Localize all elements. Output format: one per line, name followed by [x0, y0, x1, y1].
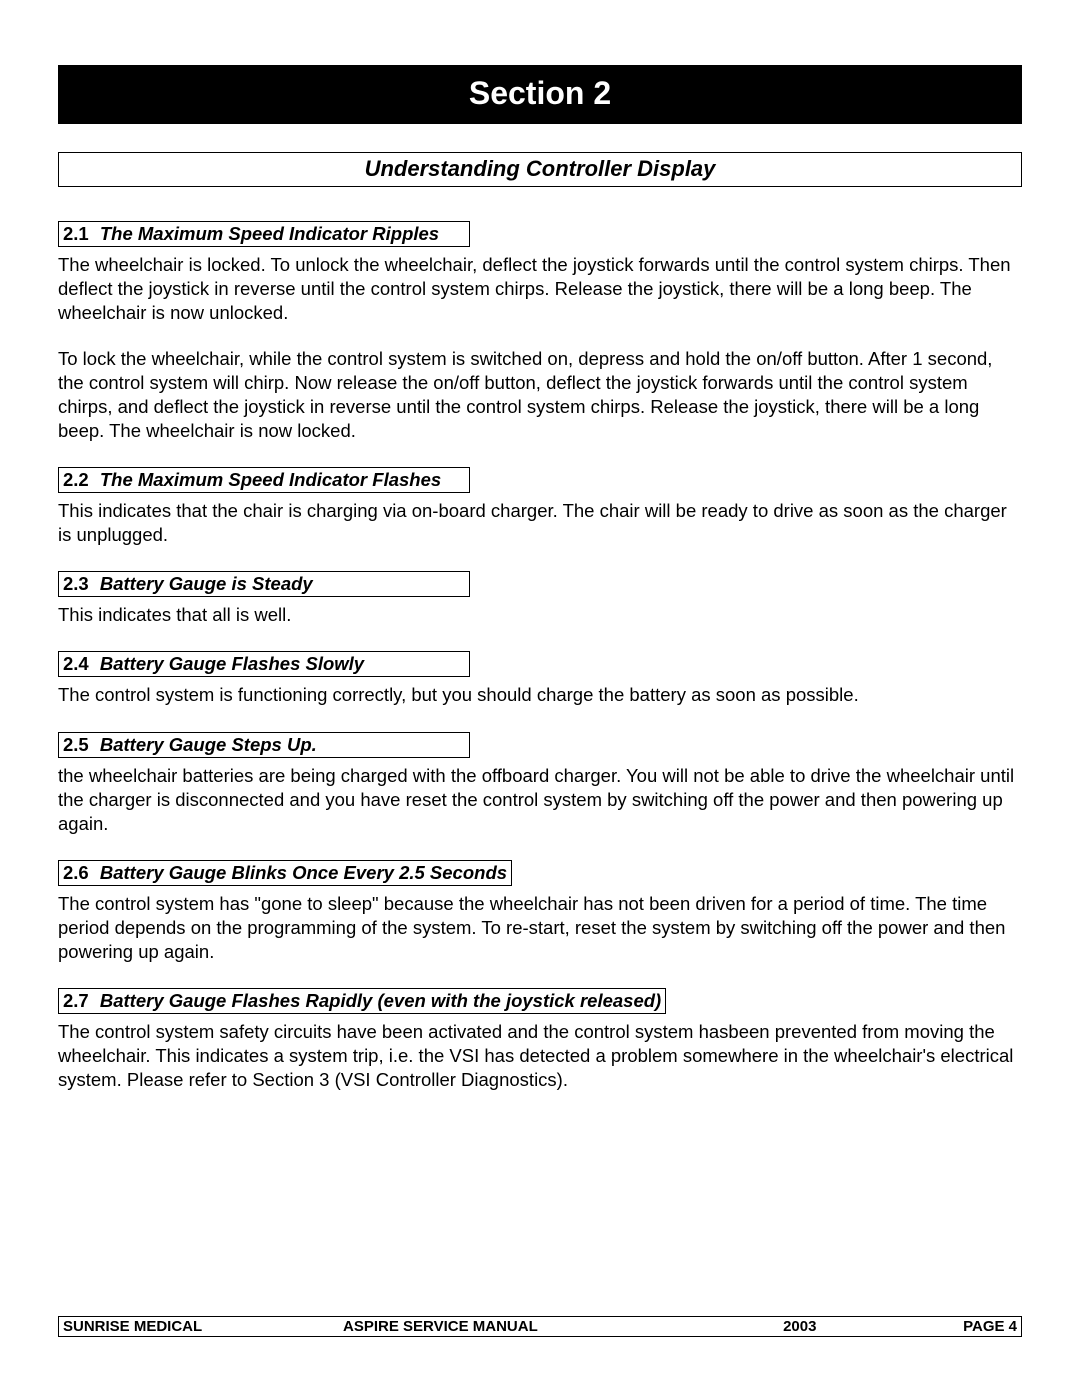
paragraph: To lock the wheelchair, while the contro…: [58, 347, 1022, 443]
paragraph: The control system has "gone to sleep" b…: [58, 892, 1022, 964]
subsection-title: Battery Gauge is Steady: [100, 573, 313, 594]
subsection-title: The Maximum Speed Indicator Flashes: [100, 469, 441, 490]
subsection-num: 2.7: [63, 990, 89, 1011]
subsection-num: 2.3: [63, 573, 89, 594]
paragraph: The wheelchair is locked. To unlock the …: [58, 253, 1022, 325]
subsection-2-7-body: The control system safety circuits have …: [58, 1020, 1022, 1092]
subsection-2-3-header: 2.3 Battery Gauge is Steady: [58, 571, 470, 597]
main-title: Understanding Controller Display: [58, 152, 1022, 187]
subsection-2-7-header: 2.7 Battery Gauge Flashes Rapidly (even …: [58, 988, 666, 1014]
subsection-title: The Maximum Speed Indicator Ripples: [100, 223, 439, 244]
paragraph: This indicates that all is well.: [58, 603, 1022, 627]
subsection-title: Battery Gauge Steps Up.: [100, 734, 317, 755]
footer-page: PAGE 4: [963, 1318, 1017, 1335]
subsection-num: 2.1: [63, 223, 89, 244]
paragraph: The control system is functioning correc…: [58, 683, 1022, 707]
subsection-2-5-header: 2.5 Battery Gauge Steps Up.: [58, 732, 470, 758]
subsection-2-1-header: 2.1 The Maximum Speed Indicator Ripples: [58, 221, 470, 247]
section-header: Section 2: [58, 65, 1022, 124]
footer-manual-title: ASPIRE SERVICE MANUAL: [343, 1318, 783, 1335]
subsection-num: 2.6: [63, 862, 89, 883]
subsection-num: 2.5: [63, 734, 89, 755]
subsection-2-2-body: This indicates that the chair is chargin…: [58, 499, 1022, 547]
footer: SUNRISE MEDICAL ASPIRE SERVICE MANUAL 20…: [58, 1316, 1022, 1337]
subsection-2-5-body: the wheelchair batteries are being charg…: [58, 764, 1022, 836]
subsection-2-6-body: The control system has "gone to sleep" b…: [58, 892, 1022, 964]
footer-year: 2003: [783, 1318, 963, 1335]
footer-company: SUNRISE MEDICAL: [63, 1318, 343, 1335]
paragraph: The control system safety circuits have …: [58, 1020, 1022, 1092]
paragraph: the wheelchair batteries are being charg…: [58, 764, 1022, 836]
paragraph: This indicates that the chair is chargin…: [58, 499, 1022, 547]
subsection-2-4-header: 2.4 Battery Gauge Flashes Slowly: [58, 651, 470, 677]
subsection-title: Battery Gauge Flashes Rapidly (even with…: [100, 990, 661, 1011]
subsection-2-1-body: The wheelchair is locked. To unlock the …: [58, 253, 1022, 443]
subsection-2-4-body: The control system is functioning correc…: [58, 683, 1022, 707]
subsection-2-3-body: This indicates that all is well.: [58, 603, 1022, 627]
subsection-title: Battery Gauge Blinks Once Every 2.5 Seco…: [100, 862, 507, 883]
subsection-num: 2.2: [63, 469, 89, 490]
subsection-num: 2.4: [63, 653, 89, 674]
subsection-title: Battery Gauge Flashes Slowly: [100, 653, 364, 674]
subsection-2-6-header: 2.6 Battery Gauge Blinks Once Every 2.5 …: [58, 860, 512, 886]
subsection-2-2-header: 2.2 The Maximum Speed Indicator Flashes: [58, 467, 470, 493]
